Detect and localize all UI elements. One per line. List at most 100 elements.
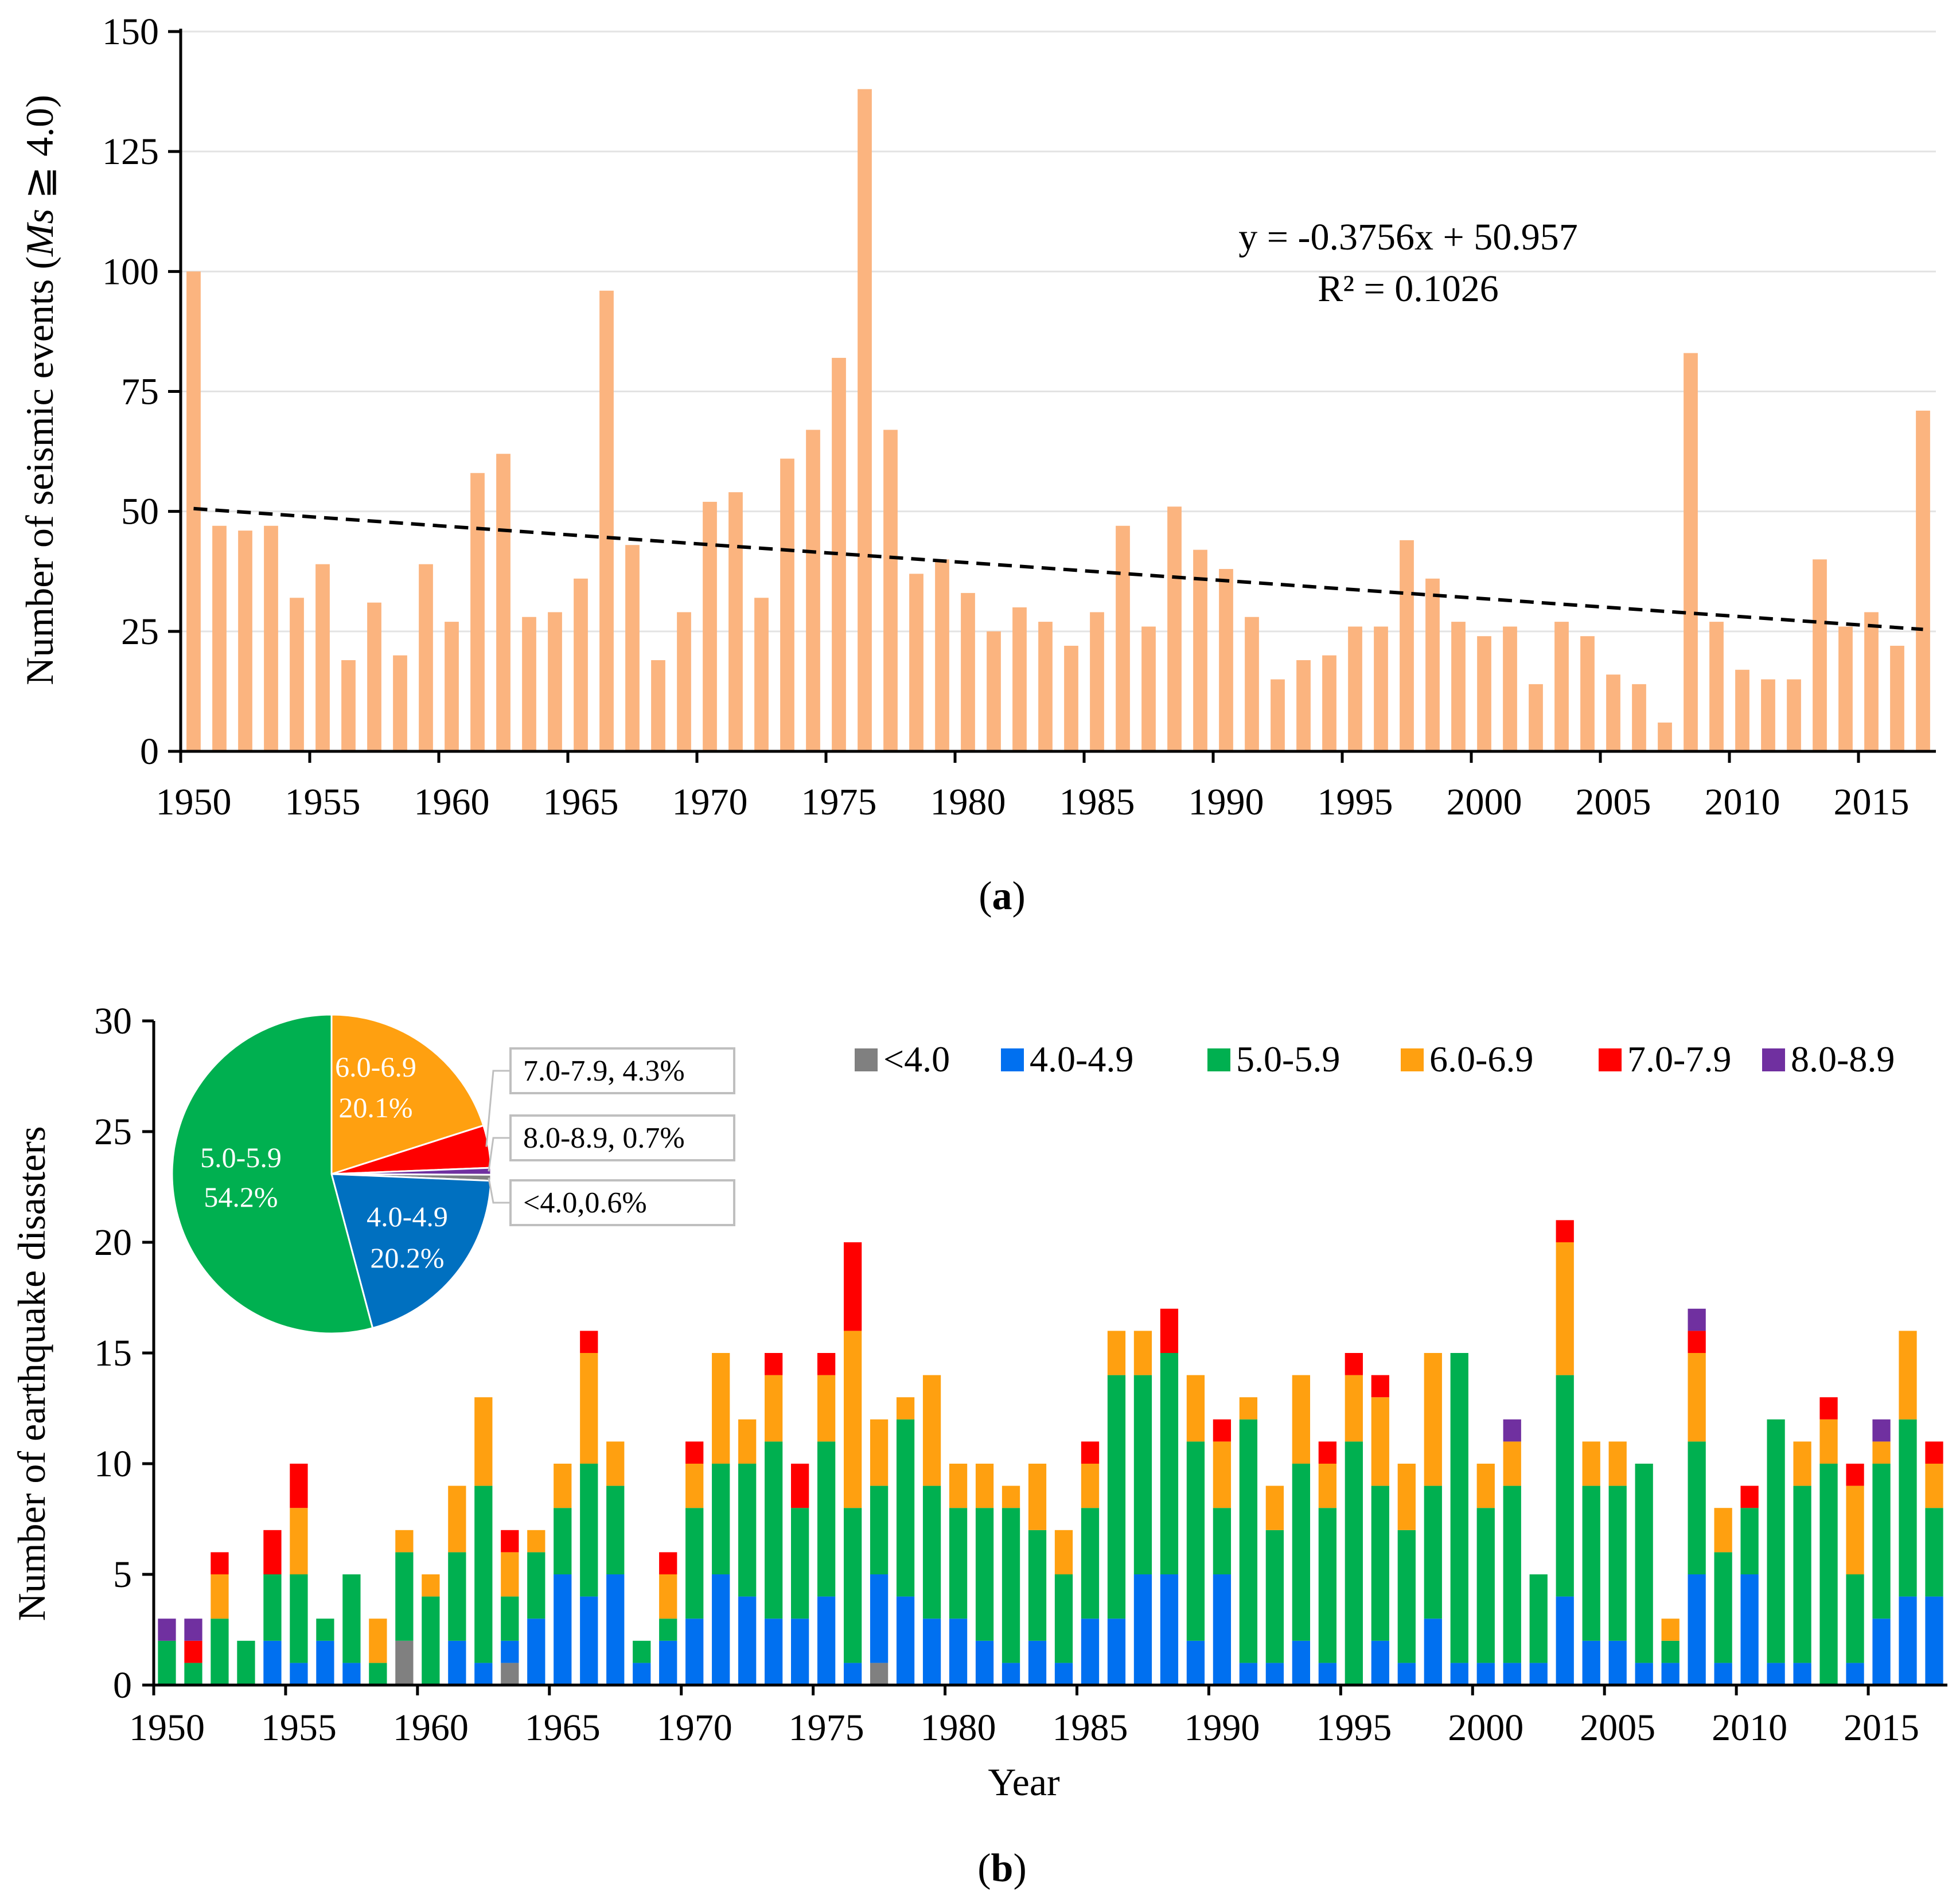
b-bar-segment (369, 1663, 387, 1685)
a-bar (935, 559, 949, 751)
b-bar-segment (1054, 1574, 1073, 1663)
a-bar (1890, 645, 1904, 751)
a-bar (264, 525, 278, 751)
a-bar (651, 660, 665, 751)
b-bar-segment (765, 1353, 783, 1375)
b-bar-segment (791, 1464, 809, 1508)
b-bar-segment (1688, 1331, 1706, 1353)
b-bar-segment (1107, 1619, 1126, 1685)
b-bar-segment (1133, 1574, 1152, 1685)
b-bar-segment (1714, 1508, 1732, 1553)
a-x-tick-label: 1950 (156, 781, 232, 823)
b-pie-slice-label: 6.0-6.9 (335, 1051, 416, 1083)
b-bar-segment (1476, 1508, 1495, 1663)
b-bar-segment (1608, 1640, 1627, 1685)
a-bar (1761, 679, 1775, 751)
b-bar-segment (1213, 1508, 1232, 1574)
a-panel-label: (a) (979, 874, 1026, 918)
b-bar-segment (1054, 1663, 1073, 1685)
a-bar (1632, 684, 1646, 751)
b-bar-segment (554, 1574, 572, 1685)
chart-panel-a: 0 25 50 75 100 125 150 1950 1955 1960 1965 1970 197… (18, 11, 1936, 918)
b-bar-segment (1424, 1619, 1442, 1685)
b-bar-segment (1529, 1663, 1548, 1685)
b-bar-segment (975, 1640, 994, 1685)
a-bar (1271, 679, 1285, 751)
b-stacked-bars (158, 1220, 1943, 1685)
a-y-axis-title: Number of seismic events (Ms ≧ 4.0) (18, 95, 61, 685)
b-bar-segment (1740, 1508, 1759, 1574)
b-bar-segment (1661, 1619, 1680, 1641)
b-bar-segment (949, 1508, 968, 1619)
b-y-tick-label: 0 (113, 1664, 132, 1706)
a-x-tick-labels: 1950 1955 1960 1965 1970 1975 1980 1985 1990 1995… (156, 781, 1910, 823)
b-bar-segment (211, 1619, 229, 1685)
a-bar (1374, 626, 1388, 751)
a-bar (1425, 578, 1440, 751)
b-bar-segment (1081, 1619, 1100, 1685)
b-inset-pie: 6.0-6.9 20.1% 4.0-4.9 20.2% 5.0-5.9 54.2% (171, 1013, 492, 1335)
b-bar-segment (975, 1508, 994, 1641)
a-bar (625, 545, 640, 751)
b-bar-segment (1318, 1464, 1336, 1508)
a-x-tick-label: 2005 (1576, 781, 1651, 823)
b-bar-segment (685, 1441, 704, 1464)
b-bar-segment (1239, 1663, 1258, 1685)
b-callout-box (509, 1179, 735, 1226)
b-bar-segment (1265, 1485, 1284, 1530)
b-bar-segment (237, 1640, 255, 1685)
a-bar (1296, 660, 1311, 751)
b-bar-segment (1793, 1485, 1811, 1663)
a-axes (179, 29, 1936, 763)
a-x-tick-label: 1985 (1059, 781, 1135, 823)
b-bar-segment (1107, 1331, 1126, 1375)
b-bar-segment (1608, 1441, 1627, 1486)
b-bar-segment (1846, 1485, 1864, 1574)
b-bar-segment (263, 1640, 282, 1685)
b-bar-segment (1028, 1464, 1047, 1530)
b-legend-label: 7.0-7.9 (1627, 1039, 1731, 1079)
a-bar (1554, 622, 1569, 751)
a-bar (1684, 353, 1698, 751)
b-x-tick-label: 1995 (1316, 1707, 1392, 1749)
b-bar-segment (633, 1640, 651, 1663)
b-bar-segment (211, 1574, 229, 1619)
b-y-axis-title: Number of earthquake disasters (10, 1126, 53, 1621)
b-x-tick-label: 1985 (1052, 1707, 1128, 1749)
a-x-tick-label: 1995 (1318, 781, 1393, 823)
b-bar-segment (290, 1508, 308, 1574)
b-callout-label: 8.0-8.9, 0.7% (523, 1122, 685, 1155)
b-bar-segment (158, 1640, 176, 1685)
b-bar-segment (580, 1331, 598, 1353)
a-bar (909, 574, 924, 751)
b-bar-segment (1239, 1397, 1258, 1420)
b-bar-segment (817, 1441, 836, 1597)
a-bar (883, 430, 898, 751)
b-legend-label: <4.0 (883, 1039, 950, 1079)
b-bar-segment (554, 1508, 572, 1574)
b-bar-segment (1819, 1397, 1838, 1420)
b-y-tick-label: 5 (113, 1554, 132, 1596)
b-bar-segment (448, 1552, 466, 1641)
a-bar (1400, 540, 1414, 751)
b-bar-segment (1688, 1574, 1706, 1685)
a-bar (1787, 679, 1801, 751)
b-bar-segment (922, 1619, 941, 1685)
b-bar-segment (765, 1441, 783, 1619)
a-bar (445, 622, 459, 751)
b-callout-label: 7.0-7.9, 4.3% (523, 1055, 685, 1087)
a-bar (1606, 674, 1620, 751)
b-bar-segment (474, 1663, 493, 1685)
b-y-tick-label: 25 (94, 1111, 132, 1153)
b-legend: <4.0 4.0-4.9 5.0-5.9 6.0-6.9 7.0-7.9 8.0-8.9 (855, 1039, 1895, 1079)
b-bar-segment (448, 1485, 466, 1553)
b-bar-segment (1899, 1331, 1917, 1420)
b-bar-segment (1450, 1663, 1468, 1685)
b-pie-slice-pct: 54.2% (204, 1181, 278, 1213)
b-bar-segment (1002, 1663, 1020, 1685)
a-bar (238, 531, 252, 751)
a-bar (1090, 612, 1104, 751)
b-x-axis-title: Year (988, 1760, 1060, 1804)
b-bar-segment (1872, 1441, 1891, 1464)
b-bar-segment (1292, 1640, 1310, 1685)
